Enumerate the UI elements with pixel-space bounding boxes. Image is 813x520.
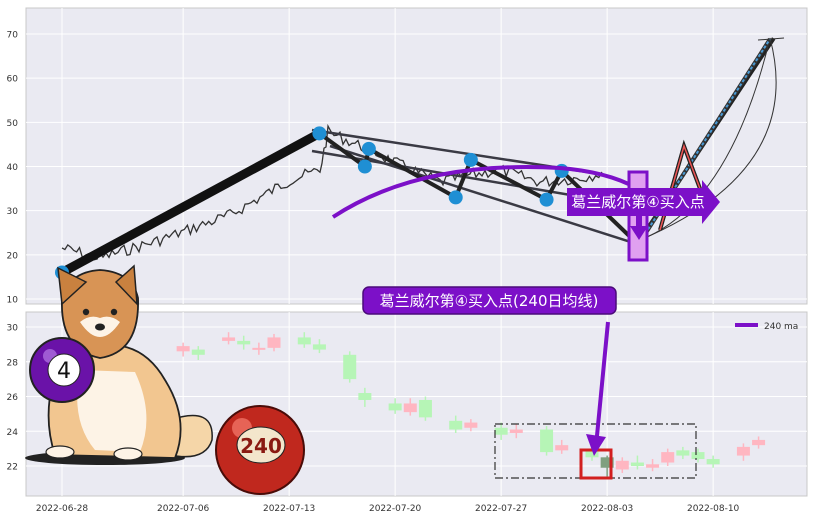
candle-body [388, 403, 402, 411]
price-ytick-label: 20 [7, 251, 19, 261]
target-cap [757, 37, 785, 41]
candle-body [464, 422, 478, 428]
candle-body [630, 462, 644, 466]
candle-body [691, 452, 705, 460]
candle-body [267, 337, 281, 348]
candle-body [706, 459, 720, 465]
x-tick-label: 2022-07-13 [263, 504, 315, 514]
x-tick-label: 2022-07-27 [475, 504, 527, 514]
purple-ball-label: 4 [57, 359, 71, 384]
shiba-mascot [25, 264, 213, 465]
candle-body [600, 457, 614, 468]
price-y-axis: 10 20 30 40 50 60 70 [7, 31, 19, 306]
legend-label: 240 ma [764, 322, 798, 332]
candle-body [615, 460, 629, 470]
candle-body [449, 420, 463, 430]
candle-body [752, 439, 766, 446]
x-tick-label: 2022-06-28 [36, 504, 89, 514]
candle-body [222, 337, 236, 341]
candles-layer [176, 332, 766, 477]
red-ball-label: 240 [240, 434, 282, 458]
candle-body [676, 450, 690, 456]
zigzag-point [312, 126, 327, 141]
candle-body [237, 340, 251, 345]
candle-body [176, 346, 190, 352]
zigzag-point [463, 152, 478, 167]
price-ytick-label: 30 [7, 207, 19, 217]
red-ball: 240 [215, 405, 305, 495]
x-tick-label: 2022-08-03 [581, 504, 633, 514]
candle-ytick-label: 30 [7, 324, 19, 334]
bottom-callout: 葛兰威尔第④买入点(240日均线) [362, 286, 617, 315]
candle-body [646, 464, 660, 468]
top-callout-text: 葛兰威尔第④买入点 [571, 193, 704, 211]
candle-body [509, 429, 523, 433]
candle-ytick-label: 22 [7, 463, 18, 473]
price-ytick-label: 40 [7, 163, 19, 173]
bottom-callout-text: 葛兰威尔第④买入点(240日均线) [380, 292, 599, 310]
callout-arrow-head [586, 434, 606, 456]
candle-body [494, 427, 508, 435]
candle-body [736, 446, 750, 456]
price-ytick-label: 60 [7, 75, 19, 85]
zigzag-leg-primary [59, 129, 322, 277]
candle-body [418, 399, 432, 418]
candle-y-axis: 22 24 26 28 30 [7, 324, 19, 473]
x-tick-label: 2022-08-10 [687, 504, 740, 514]
candle-body [661, 452, 675, 463]
candle-body [191, 349, 205, 355]
candle-body [343, 354, 357, 380]
price-ytick-label: 50 [7, 119, 19, 129]
x-tick-label: 2022-07-20 [369, 504, 422, 514]
price-ytick-label: 10 [7, 296, 19, 306]
x-tick-label: 2022-07-06 [157, 504, 210, 514]
candle-body [252, 347, 266, 350]
mascot-right-eye [110, 308, 118, 316]
top-callout-shape [567, 180, 720, 224]
projection-curve-upper [639, 37, 777, 241]
mascot-paw-right [113, 447, 143, 461]
candle-ytick-label: 28 [7, 358, 19, 368]
candle-body [585, 450, 599, 458]
zigzag-point [539, 192, 554, 207]
price-grid [26, 8, 807, 304]
price-ytick-label: 70 [7, 31, 19, 41]
candle-body [312, 344, 326, 350]
mascot-paw-left [45, 445, 75, 459]
callout-arrow-shaft [594, 321, 610, 447]
candle-body [297, 337, 311, 345]
purple-ball: 4 [29, 337, 95, 403]
candle-body [540, 429, 554, 453]
red-ball-label-bg [236, 426, 286, 464]
candle-ytick-label: 24 [7, 428, 19, 438]
candle-body [358, 393, 372, 400]
mascot-left-eye [82, 308, 90, 316]
legend: 240 ma [735, 322, 798, 332]
x-axis: 2022-06-28 2022-07-06 2022-07-13 2022-07-20… [36, 504, 740, 514]
mascot-nose [95, 323, 105, 331]
candle-ytick-label: 26 [7, 393, 19, 403]
candle-body [555, 445, 569, 451]
candle-body [403, 403, 417, 413]
ma-240-arc [331, 165, 642, 219]
bottom-callout-box [362, 286, 617, 315]
zigzag-point [361, 141, 376, 156]
mascot-left-ear [57, 266, 88, 306]
zigzag-point [357, 159, 372, 174]
top-callout: 葛兰威尔第④买入点 [567, 180, 720, 224]
mascot-chest [77, 370, 147, 452]
zigzag-point [448, 190, 463, 205]
support-line [329, 144, 641, 247]
mascot-right-ear [114, 264, 138, 307]
purple-ball-label-circle [47, 353, 81, 387]
